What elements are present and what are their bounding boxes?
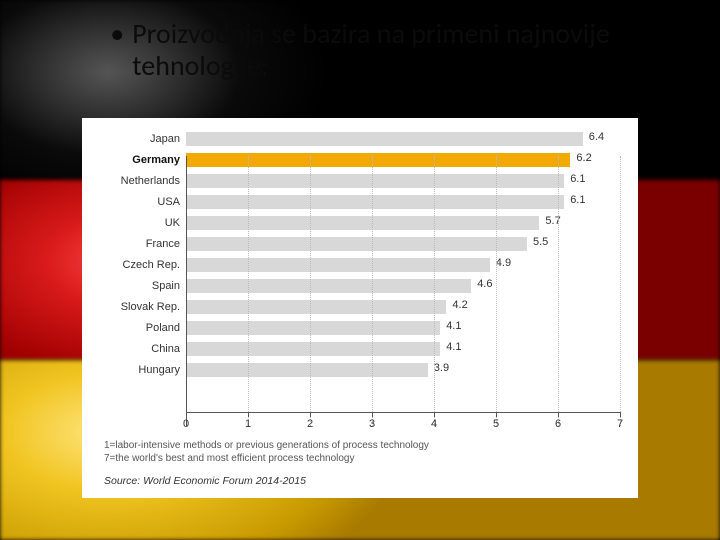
bar (186, 153, 570, 167)
row-label: Netherlands (82, 175, 186, 187)
axis-tick (558, 412, 559, 417)
axis-tick-label: 1 (245, 418, 251, 430)
row-label: Hungary (82, 364, 186, 376)
gridline (496, 156, 497, 426)
bar (186, 300, 446, 314)
bar-value: 4.9 (490, 257, 511, 269)
bar-track: 5.5 (186, 237, 620, 251)
chart-row: Poland 4.1 (82, 319, 620, 337)
bar (186, 132, 583, 146)
axis-tick (496, 412, 497, 417)
chart-row: China 4.1 (82, 340, 620, 358)
chart-row: Hungary 3.9 (82, 361, 620, 379)
bullet-line1: Proizvodnja se bazira na primeni najnovi… (132, 16, 610, 51)
bar-value: 3.9 (428, 362, 449, 374)
bar-value: 6.1 (564, 173, 585, 185)
bar-track: 4.1 (186, 321, 620, 335)
bar (186, 363, 428, 377)
bar (186, 342, 440, 356)
bar (186, 174, 564, 188)
bar-track: 3.9 (186, 363, 620, 377)
axis-tick (372, 412, 373, 417)
chart: Japan 6.4 Germany 6.2 Netherlands 6.1 USA 6.1 UK… (82, 118, 638, 498)
y-axis-line (186, 156, 187, 426)
axis-tick (186, 412, 187, 417)
row-label: USA (82, 196, 186, 208)
axis-tick-label: 7 (617, 418, 623, 430)
gridline (248, 156, 249, 426)
bar-track: 6.1 (186, 195, 620, 209)
bar-value: 5.5 (527, 236, 548, 248)
chart-row: Spain 4.6 (82, 277, 620, 295)
row-label: Slovak Rep. (82, 301, 186, 313)
footnote-2: 7=the world's best and most efficient pr… (104, 452, 620, 466)
bar (186, 321, 440, 335)
bar (186, 279, 471, 293)
bar-value: 6.1 (564, 194, 585, 206)
gridline (372, 156, 373, 426)
bullet-text: •Proizvodnja se bazira na primeni najnov… (48, 18, 672, 82)
axis-tick-label: 2 (307, 418, 313, 430)
bar-value: 4.6 (471, 278, 492, 290)
row-label: France (82, 238, 186, 250)
bar-value: 6.4 (583, 131, 604, 143)
bullet-line2: tehnologije; (132, 48, 268, 83)
chart-row: Japan 6.4 (82, 130, 620, 148)
bullet-dot: • (110, 18, 132, 50)
chart-source: Source: World Economic Forum 2014-2015 (104, 474, 620, 488)
gridline (310, 156, 311, 426)
chart-row: UK5.7 (82, 214, 620, 232)
slide: •Proizvodnja se bazira na primeni najnov… (0, 0, 720, 540)
axis-tick-label: 3 (369, 418, 375, 430)
bar-value: 6.2 (570, 152, 591, 164)
row-label: Czech Rep. (82, 259, 186, 271)
gridline (620, 156, 621, 426)
bar-track: 4.9 (186, 258, 620, 272)
bar-track: 6.2 (186, 153, 620, 167)
bar-value: 4.1 (440, 341, 461, 353)
axis-tick-label: 4 (431, 418, 437, 430)
bar-track: 4.6 (186, 279, 620, 293)
row-label: China (82, 343, 186, 355)
axis-tick (620, 412, 621, 417)
row-label: Japan (82, 133, 186, 145)
chart-area: Japan 6.4 Germany 6.2 Netherlands 6.1 USA 6.1 UK… (82, 130, 638, 412)
bar (186, 237, 527, 251)
bar-track: 5.7 (186, 216, 620, 230)
footnote-1: 1=labor-intensive methods or previous ge… (104, 439, 620, 453)
x-axis-line (186, 412, 620, 413)
bar (186, 216, 539, 230)
axis-tick (434, 412, 435, 417)
axis-tick-label: 6 (555, 418, 561, 430)
axis-tick (248, 412, 249, 417)
bar-value: 4.2 (446, 299, 467, 311)
gridline (558, 156, 559, 426)
chart-row: USA 6.1 (82, 193, 620, 211)
row-label: Spain (82, 280, 186, 292)
bar-track: 6.1 (186, 174, 620, 188)
bar-value: 4.1 (440, 320, 461, 332)
chart-footer: 1=labor-intensive methods or previous ge… (104, 439, 620, 488)
chart-row: Czech Rep. 4.9 (82, 256, 620, 274)
chart-row: France 5.5 (82, 235, 620, 253)
axis-tick-label: 5 (493, 418, 499, 430)
chart-row: Germany 6.2 (82, 151, 620, 169)
axis-tick (310, 412, 311, 417)
chart-row: Netherlands 6.1 (82, 172, 620, 190)
bar-track: 4.2 (186, 300, 620, 314)
row-label: UK (82, 217, 186, 229)
row-label: Poland (82, 322, 186, 334)
chart-row: Slovak Rep. 4.2 (82, 298, 620, 316)
bar-track: 4.1 (186, 342, 620, 356)
bar (186, 258, 490, 272)
bar-track: 6.4 (186, 132, 620, 146)
bar (186, 195, 564, 209)
x-axis: 01234567 (186, 412, 620, 426)
gridline (434, 156, 435, 426)
axis-tick-label: 0 (183, 418, 189, 430)
row-label: Germany (82, 154, 186, 166)
